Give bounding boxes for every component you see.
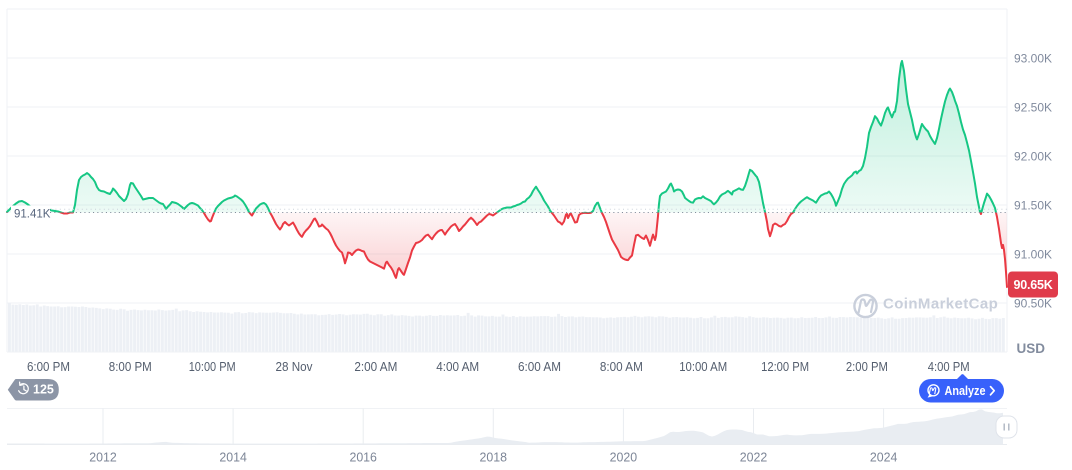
svg-text:91.50K: 91.50K <box>1014 198 1052 212</box>
svg-text:93.00K: 93.00K <box>1014 51 1052 65</box>
svg-text:6:00 AM: 6:00 AM <box>518 359 561 374</box>
svg-text:4:00 AM: 4:00 AM <box>436 359 479 374</box>
svg-text:91.00K: 91.00K <box>1014 247 1052 261</box>
svg-text:Analyze: Analyze <box>945 384 986 398</box>
svg-text:CoinMarketCap: CoinMarketCap <box>883 296 998 313</box>
svg-text:8:00 PM: 8:00 PM <box>109 359 152 374</box>
svg-text:8:00 AM: 8:00 AM <box>600 359 643 374</box>
svg-text:4:00 PM: 4:00 PM <box>928 359 970 374</box>
svg-text:12:00 PM: 12:00 PM <box>761 359 809 374</box>
svg-text:90.50K: 90.50K <box>1014 296 1052 310</box>
svg-text:2016: 2016 <box>349 450 377 465</box>
svg-text:2020: 2020 <box>610 450 638 465</box>
svg-text:6:00 PM: 6:00 PM <box>27 359 70 374</box>
svg-text:91.41K: 91.41K <box>14 208 51 220</box>
svg-text:90.65K: 90.65K <box>1013 278 1052 292</box>
svg-text:2014: 2014 <box>219 450 247 465</box>
svg-text:92.00K: 92.00K <box>1014 149 1052 163</box>
svg-text:10:00 AM: 10:00 AM <box>679 359 727 374</box>
svg-text:28 Nov: 28 Nov <box>276 359 313 374</box>
svg-text:USD: USD <box>1017 341 1046 356</box>
svg-text:2012: 2012 <box>89 450 117 465</box>
svg-text:125: 125 <box>33 382 54 396</box>
svg-text:2:00 PM: 2:00 PM <box>846 359 888 374</box>
svg-text:2:00 AM: 2:00 AM <box>354 359 397 374</box>
svg-text:2018: 2018 <box>480 450 508 465</box>
svg-text:92.50K: 92.50K <box>1014 100 1052 114</box>
svg-text:10:00 PM: 10:00 PM <box>189 359 236 374</box>
svg-text:2024: 2024 <box>870 450 898 465</box>
svg-text:2022: 2022 <box>740 450 768 465</box>
